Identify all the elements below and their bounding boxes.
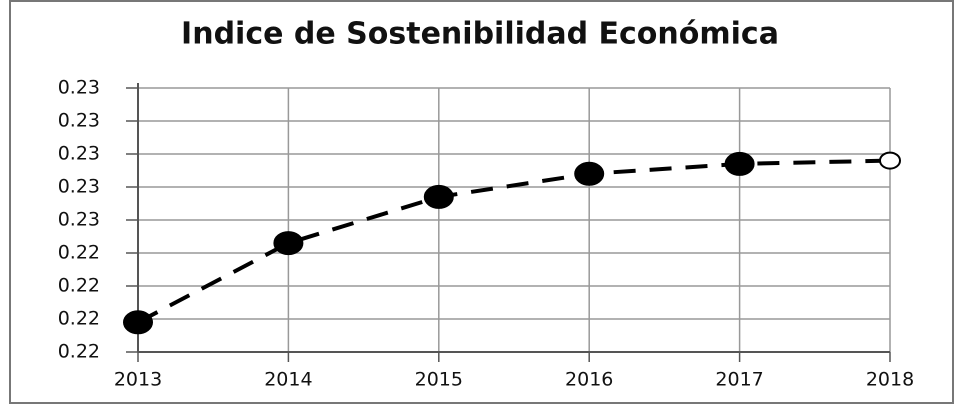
data-point (123, 310, 153, 335)
y-tick-label: 0.22 (58, 308, 100, 330)
data-line (137, 158, 891, 325)
y-tick-label: 0.23 (58, 110, 100, 132)
x-tick-label: 2017 (715, 369, 763, 391)
x-tick-label: 2016 (565, 369, 613, 391)
chart-title: Indice de Sostenibilidad Económica (181, 17, 779, 52)
y-tick-label: 0.23 (58, 209, 100, 231)
y-tick-label: 0.23 (58, 77, 100, 99)
y-tick-label: 0.23 (58, 176, 100, 198)
data-point (879, 151, 901, 170)
data-point (423, 184, 454, 209)
x-tick-label: 2018 (866, 369, 914, 391)
x-tick-label: 2014 (264, 369, 312, 391)
y-tick-label: 0.23 (58, 143, 100, 165)
data-point (724, 151, 755, 176)
chart-frame (9, 0, 954, 404)
y-tick-label: 0.22 (58, 341, 100, 363)
data-point (574, 161, 605, 186)
x-tick-label: 2015 (415, 369, 463, 391)
data-point (273, 231, 304, 256)
y-tick-label: 0.22 (58, 242, 100, 264)
x-tick-label: 2013 (114, 369, 162, 391)
y-tick-label: 0.22 (58, 275, 100, 297)
